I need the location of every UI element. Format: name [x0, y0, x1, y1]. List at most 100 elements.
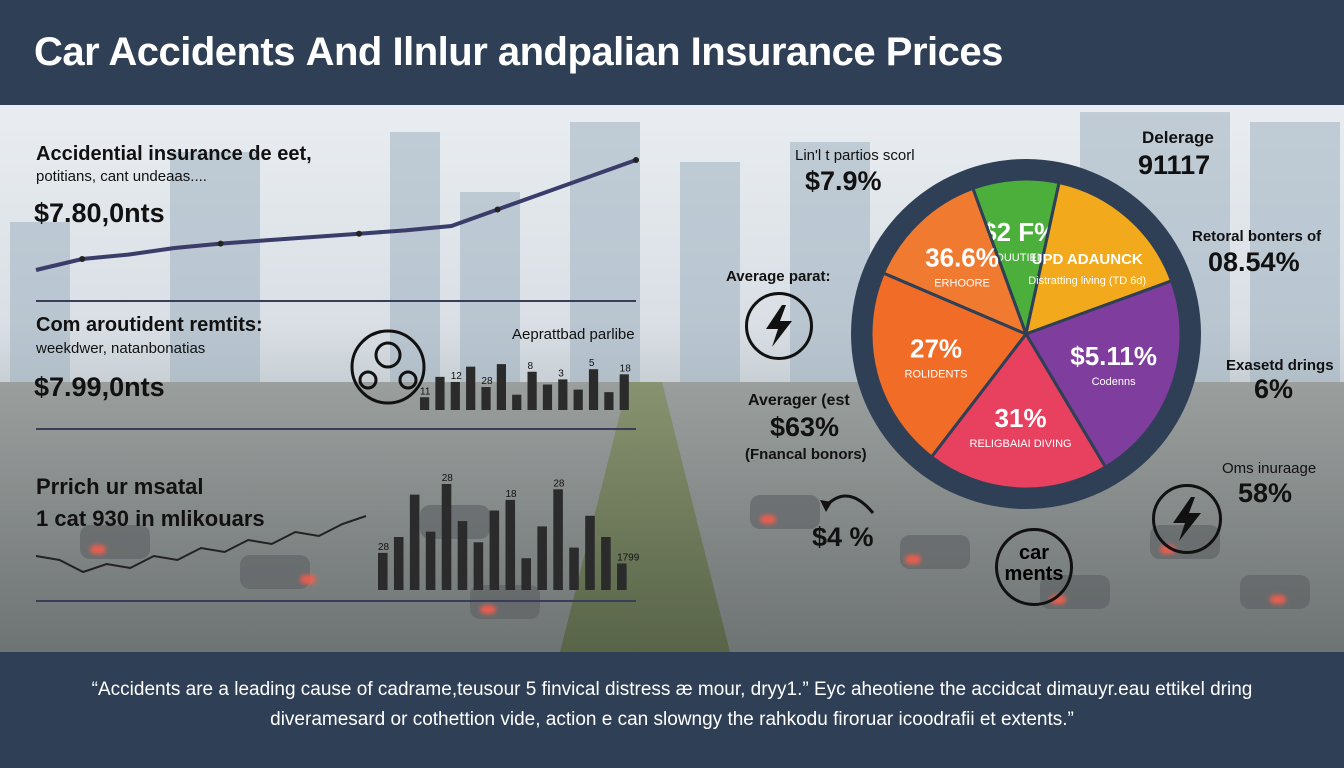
- pie-slice-name-3: RELIGBAIAI DIVING: [970, 438, 1072, 450]
- pie-slice-name-5: ERHOORE: [934, 277, 990, 289]
- trend-line: [35, 158, 637, 272]
- pie-slice-value-2: $5.11%: [1070, 341, 1157, 371]
- bar: [457, 521, 468, 590]
- page-title: Car Accidents Аnd Ilnlur andpalian Insur…: [34, 30, 1003, 74]
- bottom-value: $4 %: [812, 522, 874, 552]
- block1-sub: potitians, cant undeaas....: [36, 168, 207, 185]
- bar: [542, 384, 553, 410]
- bar-chart-label: Aeprattbad parlibe: [512, 326, 635, 343]
- title-bar: [0, 0, 1344, 105]
- bar: [619, 374, 629, 410]
- bar: [466, 366, 476, 410]
- bar: [585, 515, 595, 590]
- bar: [527, 371, 537, 410]
- bar: [505, 499, 516, 590]
- bar-number: 18: [620, 363, 632, 374]
- footer-bar: [0, 652, 1344, 768]
- pie-slice-2: [1023, 278, 1183, 470]
- pie-slice-value-5: 36.6%: [925, 242, 999, 272]
- bar-number: 3: [558, 368, 564, 379]
- right-top-label: Delerage: [1142, 128, 1214, 147]
- bar: [473, 542, 484, 590]
- bar: [489, 510, 500, 590]
- block1-value: $7.80,0nts: [34, 198, 165, 228]
- pie-slice-value-3: 31%: [995, 403, 1047, 433]
- block2-heading: Com aroutident remtits:: [36, 314, 263, 336]
- average-est-sub: (Fnancal bonors): [745, 446, 867, 463]
- right-3-label: Exasetd drings: [1226, 357, 1334, 374]
- pie-slice-name-2: Codenns: [1092, 376, 1137, 388]
- right-4-label: Oms inuraage: [1222, 460, 1317, 477]
- bar: [617, 563, 627, 590]
- bar: [558, 379, 568, 410]
- bar-number: 28: [553, 478, 565, 489]
- right-3-value: 6%: [1254, 374, 1294, 404]
- pie-slice-name-1: Distratting living (TD 6d): [1028, 275, 1146, 287]
- squiggle-line: [35, 515, 367, 574]
- divider: [36, 600, 636, 602]
- average-est-value: $63%: [770, 412, 840, 442]
- bar: [425, 531, 436, 590]
- bar-number: 28: [481, 376, 493, 387]
- average-est-label: Averager (est: [748, 392, 850, 409]
- pie-slice-value-1: UPD ADAUNCK: [1032, 251, 1143, 268]
- trend-point: [79, 256, 86, 262]
- bar: [481, 387, 491, 410]
- bar: [604, 392, 614, 410]
- bar-number: 12: [451, 371, 463, 382]
- block3-sub: 1 cat 930 in mlikouars: [36, 506, 265, 531]
- car-badge-line2: ments: [1004, 563, 1064, 585]
- pie-slice-0: [970, 177, 1061, 340]
- pie-slice-name-4: ROLIDENTS: [905, 369, 968, 381]
- car-badge-line1: car: [1018, 542, 1050, 564]
- trend-line-chart: [35, 157, 639, 272]
- lower-bar-chart: 28 28 18 28 1799: [378, 473, 640, 590]
- bar: [553, 489, 563, 590]
- bar: [450, 381, 460, 410]
- block2-sub: weekdwer, natanbonatias: [36, 340, 206, 357]
- bar: [441, 484, 452, 590]
- car-badge: car ments: [995, 528, 1073, 606]
- bar: [601, 537, 611, 590]
- trend-point: [633, 157, 639, 163]
- bar: [588, 369, 599, 410]
- bar-number: 18: [506, 489, 518, 500]
- pie-slice-1: [1023, 180, 1174, 337]
- block1-heading: Accidential insurance de eet,: [36, 143, 312, 165]
- callout-left-top-value: $7.9%: [805, 166, 882, 196]
- callout-left-top-label: Lin'l t partios scorl: [795, 147, 915, 164]
- bar-number: 8: [528, 361, 534, 372]
- trend-point: [494, 206, 501, 213]
- bar: [573, 389, 583, 410]
- footer-quote: “Accidents are a leading cause of cadram…: [91, 679, 1253, 730]
- bar-number: 11: [420, 386, 431, 397]
- bar: [409, 494, 420, 590]
- divider: [36, 300, 636, 302]
- bar-number: 5: [589, 358, 595, 369]
- bar: [569, 547, 579, 590]
- bar: [521, 558, 531, 590]
- right-2-value: 08.54%: [1208, 247, 1300, 277]
- trend-point: [356, 230, 363, 237]
- bar: [496, 364, 506, 410]
- bar-number: 28: [442, 473, 454, 484]
- average-part-label: Average parat:: [726, 268, 831, 285]
- bar: [435, 376, 445, 410]
- pie-slice-5: [881, 186, 1029, 337]
- squiggle-line-chart: [35, 515, 367, 574]
- lightning-icon: [1152, 484, 1222, 554]
- right-4-value: 58%: [1238, 478, 1293, 508]
- bar: [512, 394, 522, 410]
- bar: [420, 397, 430, 410]
- trend-point: [217, 240, 224, 247]
- upper-bar-chart: 11 12 28 8 3 5 18: [420, 358, 632, 410]
- pie-slice-3: [929, 331, 1108, 491]
- bar-number: 1799: [617, 553, 640, 564]
- right-top-value: 91117: [1138, 150, 1211, 180]
- block3-heading: Prrich ur msatal: [36, 474, 204, 499]
- right-2-label: Retoral bonters of: [1192, 228, 1322, 245]
- pie-slice-name-0: SOUUTIENT: [988, 252, 1052, 264]
- bar-number: 28: [378, 542, 390, 553]
- bar: [378, 552, 388, 590]
